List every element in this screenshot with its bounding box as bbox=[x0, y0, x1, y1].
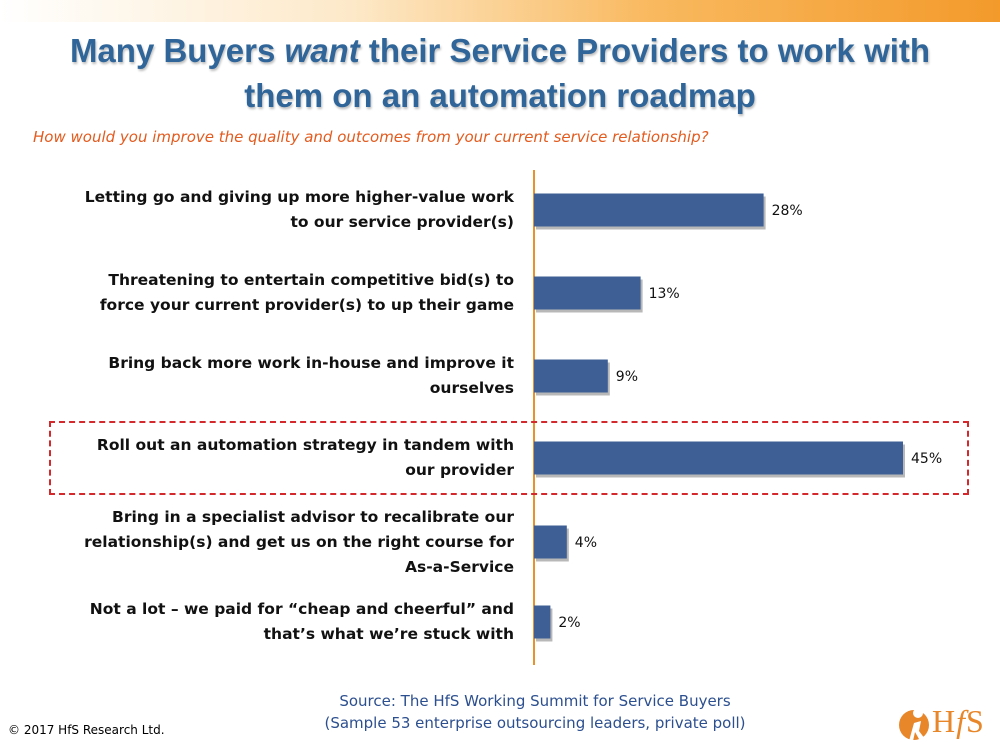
category-label-line: Letting go and giving up more higher-val… bbox=[84, 188, 514, 206]
category-label-line: that’s what we’re stuck with bbox=[263, 625, 514, 643]
title-emphasis: want bbox=[284, 32, 360, 69]
category-label-line: As-a-Service bbox=[405, 557, 514, 576]
logo-wordmark: HfS bbox=[932, 703, 985, 739]
source-note: Source: The HfS Working Summit for Servi… bbox=[324, 692, 746, 732]
category-label-line: Threatening to entertain competitive bid… bbox=[108, 271, 514, 289]
category-label-line: force your current provider(s) to up the… bbox=[99, 296, 514, 314]
data-label-3: 45% bbox=[911, 451, 942, 467]
data-label-1: 13% bbox=[649, 286, 680, 302]
category-label-line: to our service provider(s) bbox=[290, 213, 514, 231]
bar-5 bbox=[534, 605, 551, 639]
category-label-line: relationship(s) and get us on the right … bbox=[84, 532, 514, 551]
category-label-0: Letting go and giving up more higher-val… bbox=[44, 185, 514, 235]
bar-0 bbox=[534, 193, 764, 227]
hfs-figure-logo-icon bbox=[899, 708, 929, 741]
copyright: © 2017 HfS Research Ltd. bbox=[8, 723, 165, 737]
bar-1 bbox=[534, 276, 641, 310]
data-label-0: 28% bbox=[772, 203, 803, 219]
category-label-1: Threatening to entertain competitive bid… bbox=[44, 268, 514, 318]
category-label-line: ourselves bbox=[429, 379, 514, 397]
category-label-line: Not a lot – we paid for “cheap and cheer… bbox=[89, 600, 514, 618]
highlight-dashed-box bbox=[49, 421, 969, 495]
bar-3 bbox=[534, 441, 903, 475]
category-label-line: our provider bbox=[405, 461, 514, 479]
data-label-4: 4% bbox=[575, 535, 597, 551]
data-label-2: 9% bbox=[616, 369, 638, 385]
category-label-line: Roll out an automation strategy in tande… bbox=[96, 436, 514, 454]
category-label-line: Bring back more work in-house and improv… bbox=[108, 354, 514, 372]
category-label-line: Bring in a specialist advisor to recalib… bbox=[112, 507, 514, 526]
bar-2 bbox=[534, 359, 608, 393]
category-label-2: Bring back more work in-house and improv… bbox=[44, 351, 514, 401]
category-label-3: Roll out an automation strategy in tande… bbox=[44, 433, 514, 483]
data-label-5: 2% bbox=[558, 615, 580, 631]
header-gradient-band bbox=[0, 0, 1000, 22]
category-label-5: Not a lot – we paid for “cheap and cheer… bbox=[44, 597, 514, 647]
slide-title: Many Buyers want their Service Providers… bbox=[69, 32, 931, 114]
bar-4 bbox=[534, 525, 567, 559]
survey-question: How would you improve the quality and ou… bbox=[33, 128, 709, 146]
hfs-logo: HfS bbox=[897, 701, 993, 745]
category-label-4: Bring in a specialist advisor to recalib… bbox=[44, 505, 514, 580]
